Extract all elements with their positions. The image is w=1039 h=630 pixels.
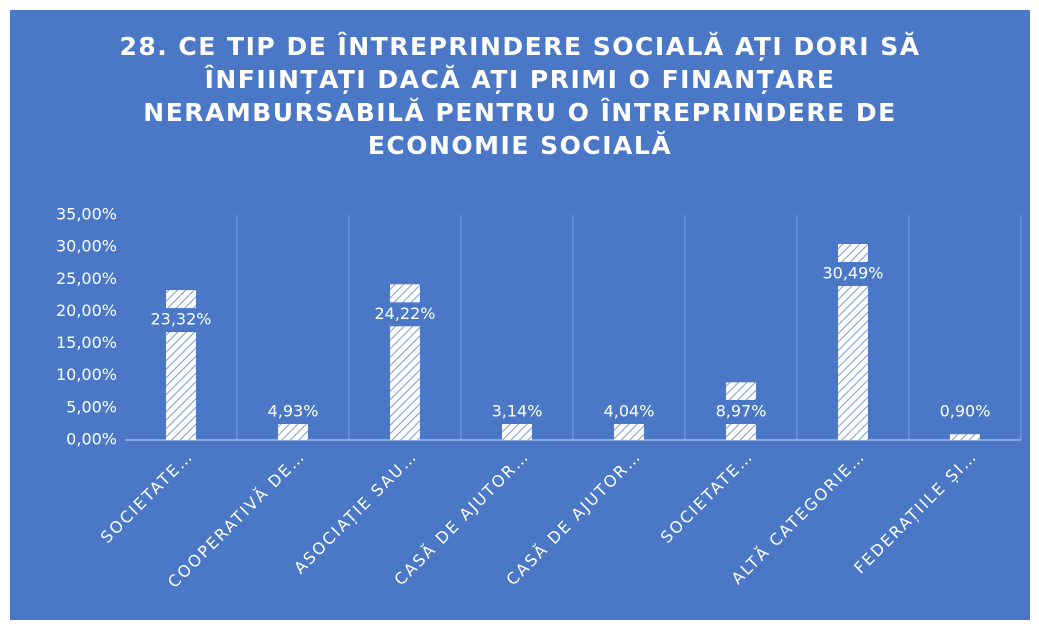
data-label-bg bbox=[931, 400, 999, 424]
data-label-bg bbox=[595, 400, 663, 424]
data-label: 4,93% bbox=[268, 402, 319, 421]
y-tick-label: 30,00% bbox=[56, 237, 117, 256]
y-tick-label: 0,00% bbox=[66, 430, 117, 449]
data-label: 3,14% bbox=[492, 402, 543, 421]
x-tick-label: FEDERAȚIILE ȘI… bbox=[850, 447, 981, 578]
data-label-bg bbox=[483, 400, 551, 424]
bar bbox=[502, 419, 532, 440]
data-label: 0,90% bbox=[940, 402, 991, 421]
data-label-bg bbox=[371, 302, 439, 327]
data-label-bg bbox=[707, 400, 775, 424]
y-tick-label: 20,00% bbox=[56, 301, 117, 320]
data-label: 30,49% bbox=[822, 263, 883, 282]
data-label: 4,04% bbox=[604, 402, 655, 421]
data-label: 8,97% bbox=[716, 402, 767, 421]
y-tick-label: 35,00% bbox=[56, 205, 117, 224]
chart-title: 28. CE TIP DE ÎNTREPRINDERE SOCIALĂ AȚI … bbox=[119, 32, 921, 160]
data-label: 23,32% bbox=[150, 310, 211, 329]
y-tick-label: 10,00% bbox=[56, 365, 117, 384]
bar bbox=[950, 434, 980, 440]
data-label: 24,22% bbox=[374, 304, 435, 323]
x-tick-label: SOCIETATE… bbox=[97, 447, 197, 547]
data-label-bg bbox=[819, 261, 887, 286]
x-tick-label: ASOCIAȚIE SAU… bbox=[290, 447, 421, 578]
y-tick-label: 15,00% bbox=[56, 333, 117, 352]
x-tick-label: SOCIETATE… bbox=[657, 447, 757, 547]
y-tick-label: 5,00% bbox=[66, 397, 117, 416]
data-label-bg bbox=[147, 308, 215, 333]
y-tick-label: 25,00% bbox=[56, 269, 117, 288]
data-label-bg bbox=[259, 400, 327, 424]
